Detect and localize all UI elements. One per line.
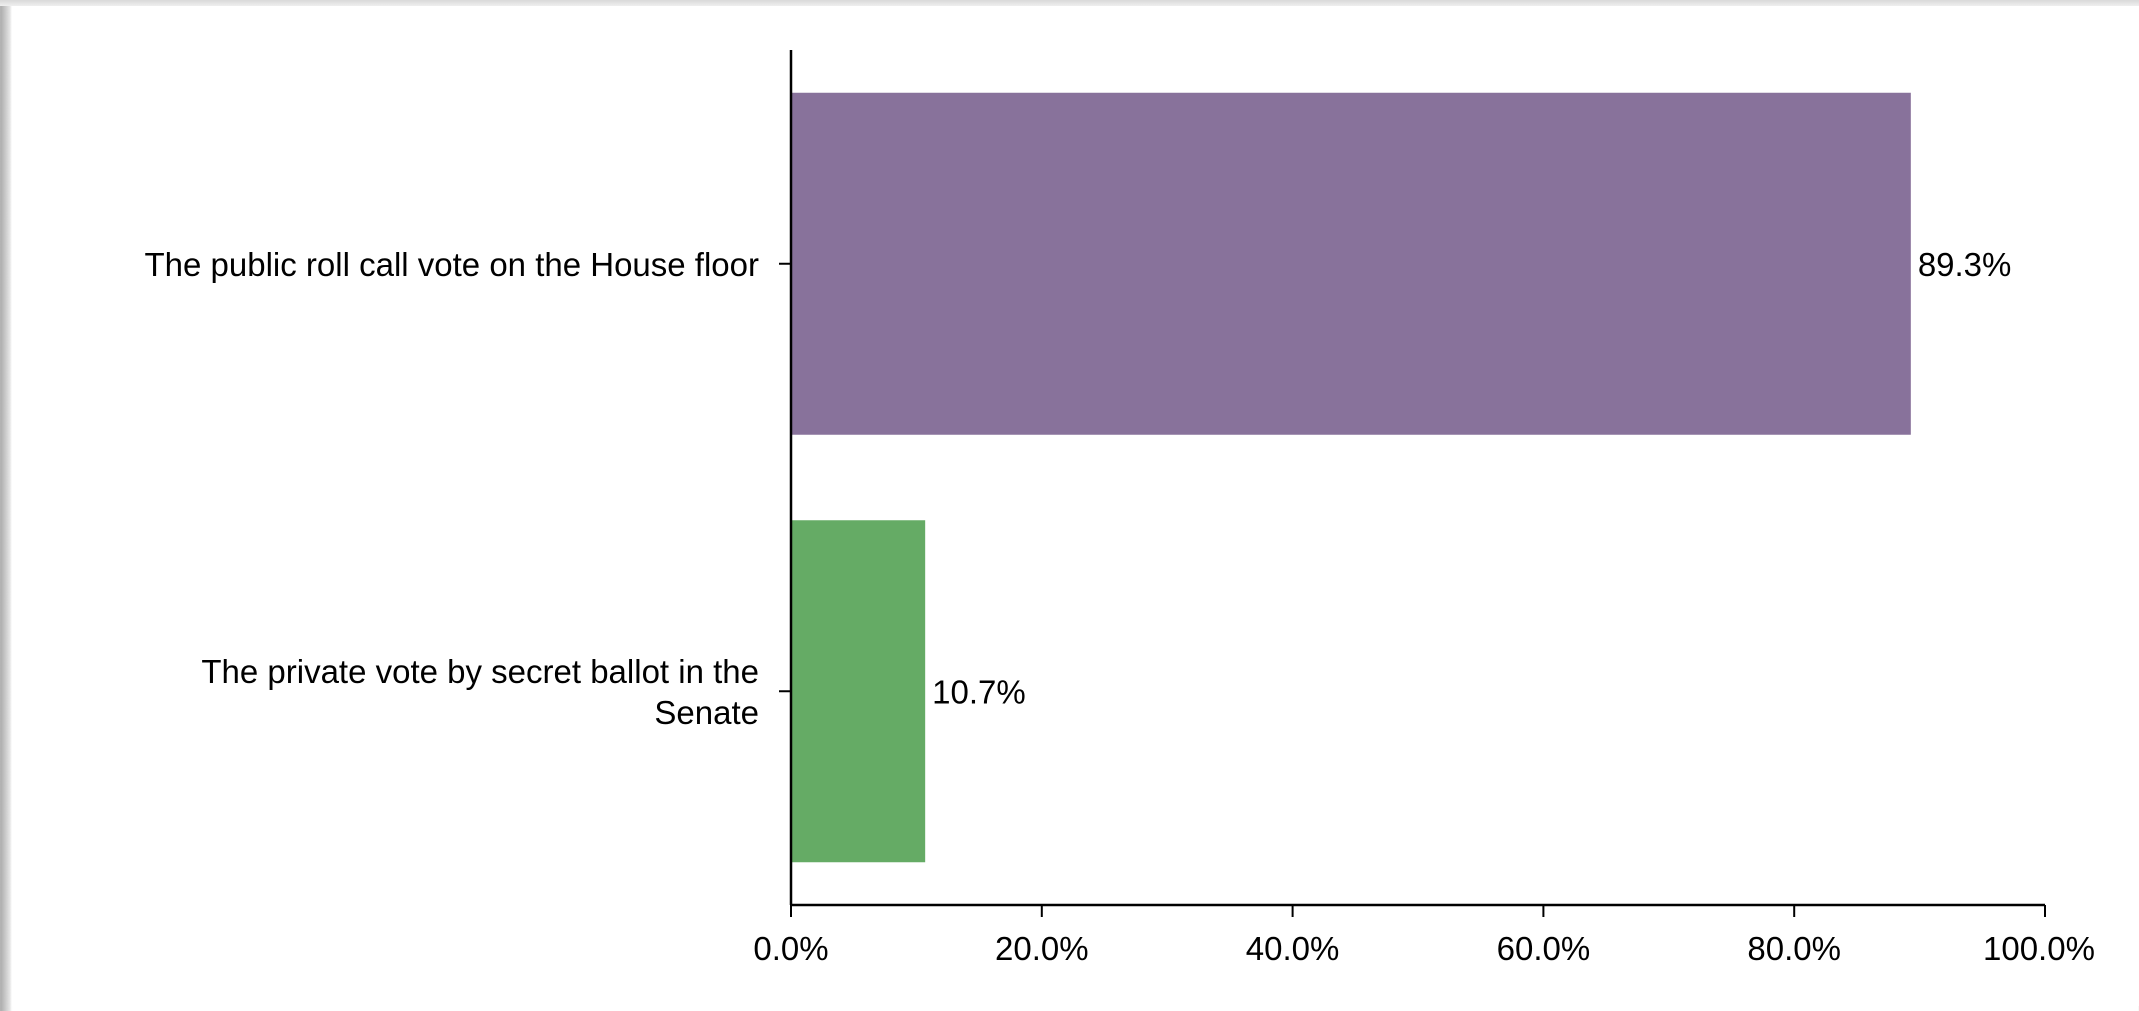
x-tick-label-0: 0.0% bbox=[753, 930, 828, 967]
data-labels-layer: 89.3% 10.7% bbox=[932, 246, 2011, 711]
axes-layer: 0.0% 20.0% 40.0% 60.0% 80.0% 100.0% bbox=[753, 50, 2095, 967]
bar-1 bbox=[791, 92, 1911, 435]
bar-2 bbox=[791, 520, 926, 863]
category-label-2: The private vote by secret ballot in the… bbox=[201, 653, 759, 731]
x-tick-label-3: 60.0% bbox=[1497, 930, 1591, 967]
category-label-1: The public roll call vote on the House f… bbox=[145, 246, 760, 283]
data-label-1: 89.3% bbox=[1918, 246, 2012, 283]
x-tick-label-2: 40.0% bbox=[1246, 930, 1340, 967]
x-tick-label-5: 100.0% bbox=[1983, 930, 2095, 967]
bar-chart: 89.3% 10.7% The public roll call vote on … bbox=[145, 50, 2095, 967]
x-tick-label-1: 20.0% bbox=[995, 930, 1089, 967]
bars-layer bbox=[791, 92, 1911, 863]
x-tick-label-4: 80.0% bbox=[1747, 930, 1841, 967]
data-label-2: 10.7% bbox=[932, 673, 1026, 710]
window-top-edge bbox=[0, 0, 2139, 6]
category-labels-layer: The public roll call vote on the House f… bbox=[145, 246, 760, 731]
chart-page: 89.3% 10.7% The public roll call vote on … bbox=[12, 6, 2139, 1006]
